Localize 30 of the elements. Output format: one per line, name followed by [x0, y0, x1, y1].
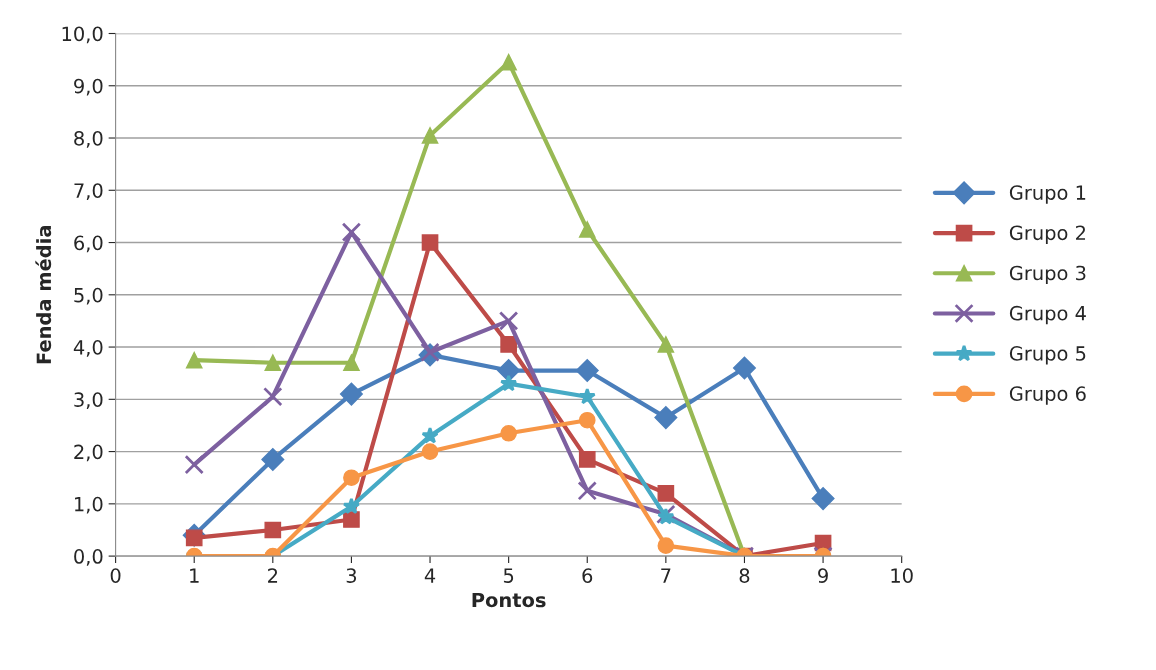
x-tick-label: 5 — [503, 568, 514, 583]
y-tick-label: 9,0 — [74, 78, 103, 96]
legend-label: Grupo 6 — [1009, 386, 1086, 405]
y-tick-label: 1,0 — [75, 496, 103, 514]
legend-label: Grupo 2 — [1009, 225, 1086, 244]
y-tick-label: 2,0 — [74, 444, 103, 462]
legend-label: Grupo 4 — [1009, 305, 1086, 325]
x-tick-label: 8 — [739, 568, 750, 583]
y-axis-title: Fenda média — [35, 226, 52, 364]
y-tick-label: 3,0 — [74, 392, 103, 409]
y-tick-label: 6,0 — [74, 235, 103, 253]
y-tick-label: 0,0 — [74, 549, 103, 566]
x-tick-label: 0 — [110, 568, 121, 583]
legend-label: Grupo 5 — [1009, 346, 1086, 365]
y-tick-label: 4,0 — [73, 340, 103, 357]
y-tick-label: 7,0 — [74, 183, 103, 200]
y-tick-label: 8,0 — [74, 130, 103, 148]
x-tick-label: 1 — [190, 568, 199, 583]
legend-label: Grupo 3 — [1009, 265, 1086, 285]
x-tick-label: 7 — [661, 568, 671, 583]
x-tick-label: 9 — [818, 568, 828, 583]
x-tick-label: 4 — [424, 568, 436, 583]
x-tick-label: 10 — [891, 568, 913, 583]
y-tick-label: 5,0 — [74, 287, 103, 305]
x-tick-label: 6 — [582, 568, 593, 583]
x-axis-title: Pontos — [472, 592, 546, 608]
x-tick-label: 3 — [346, 568, 357, 583]
legend-label: Grupo 1 — [1009, 185, 1086, 204]
y-tick-label: 10,0 — [62, 26, 103, 44]
x-tick-label: 2 — [268, 568, 278, 583]
